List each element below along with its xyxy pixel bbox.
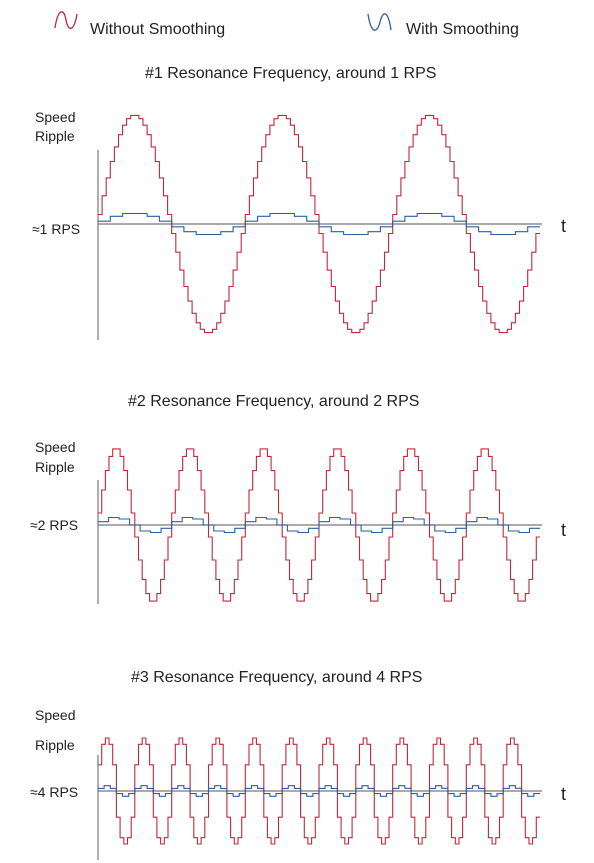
- legend-without-smoothing-label: Without Smoothing: [90, 21, 225, 38]
- panel-3-x-label: t: [561, 784, 566, 804]
- blue-sine-wave-icon: [367, 13, 392, 31]
- panel-1-y-label-speed: Speed: [35, 109, 75, 125]
- panel-3-title: #3 Resonance Frequency, around 4 RPS: [131, 669, 422, 686]
- panel-3-baseline-label: ≈4 RPS: [30, 784, 78, 800]
- panel-3: #3 Resonance Frequency, around 4 RPS Spe…: [30, 669, 566, 860]
- legend-with-smoothing-label: With Smoothing: [406, 21, 519, 38]
- panel-1: #1 Resonance Frequency, around 1 RPS Spe…: [32, 65, 566, 340]
- panel-1-y-label-ripple: Ripple: [35, 128, 75, 144]
- panel-3-y-label-speed: Speed: [35, 707, 75, 723]
- panel-3-smoothed-wave: [98, 785, 540, 797]
- panel-2-x-label: t: [561, 520, 566, 540]
- panel-1-x-label: t: [561, 216, 566, 236]
- panel-1-baseline-label: ≈1 RPS: [32, 221, 80, 237]
- red-sine-wave-icon: [54, 11, 78, 29]
- panel-2-y-label-ripple: Ripple: [35, 459, 75, 475]
- panel-2-title: #2 Resonance Frequency, around 2 RPS: [128, 393, 419, 410]
- panel-3-y-label-ripple: Ripple: [35, 737, 75, 753]
- legend: Without Smoothing With Smoothing: [54, 11, 519, 38]
- panel-2-y-label-speed: Speed: [35, 439, 75, 455]
- panel-2-baseline-label: ≈2 RPS: [30, 517, 78, 533]
- panel-1-title: #1 Resonance Frequency, around 1 RPS: [145, 65, 436, 82]
- panel-1-smoothed-wave: [98, 212, 540, 236]
- panel-2-smoothed-wave: [98, 516, 540, 534]
- panel-2: #2 Resonance Frequency, around 2 RPS Spe…: [30, 393, 566, 604]
